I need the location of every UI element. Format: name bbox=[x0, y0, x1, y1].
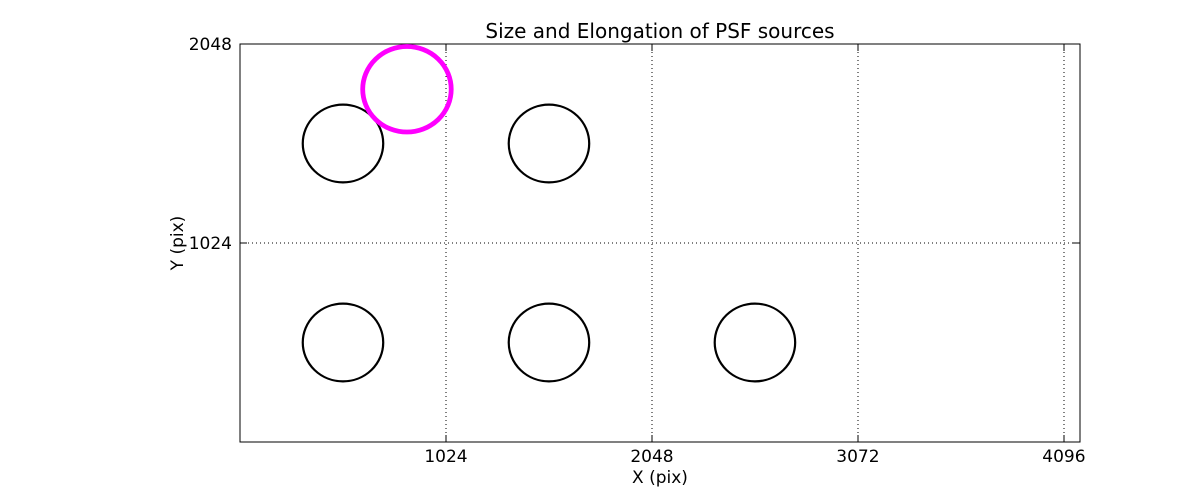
tick-labels: 1024 2048 3072 4096 1024 2048 bbox=[189, 35, 1086, 467]
x-axis-label: X (pix) bbox=[632, 468, 688, 488]
psf-source-ellipse-flagged bbox=[360, 44, 454, 135]
plot-title: Size and Elongation of PSF sources bbox=[485, 19, 834, 43]
x-tick-label: 3072 bbox=[836, 447, 879, 467]
psf-source-ellipse bbox=[713, 302, 797, 383]
psf-source-ellipse bbox=[301, 103, 385, 184]
psf-source-ellipses bbox=[301, 44, 797, 383]
psf-source-ellipse bbox=[507, 302, 591, 383]
x-tick-label: 2048 bbox=[630, 447, 673, 467]
y-axis-label: Y (pix) bbox=[168, 216, 188, 272]
psf-source-ellipse bbox=[301, 302, 385, 383]
y-tick-label: 1024 bbox=[189, 234, 232, 254]
psf-source-ellipse bbox=[507, 103, 591, 184]
tick-marks bbox=[240, 43, 1080, 442]
x-tick-label: 1024 bbox=[424, 447, 467, 467]
y-tick-label: 2048 bbox=[189, 35, 232, 55]
x-tick-label: 4096 bbox=[1042, 447, 1085, 467]
